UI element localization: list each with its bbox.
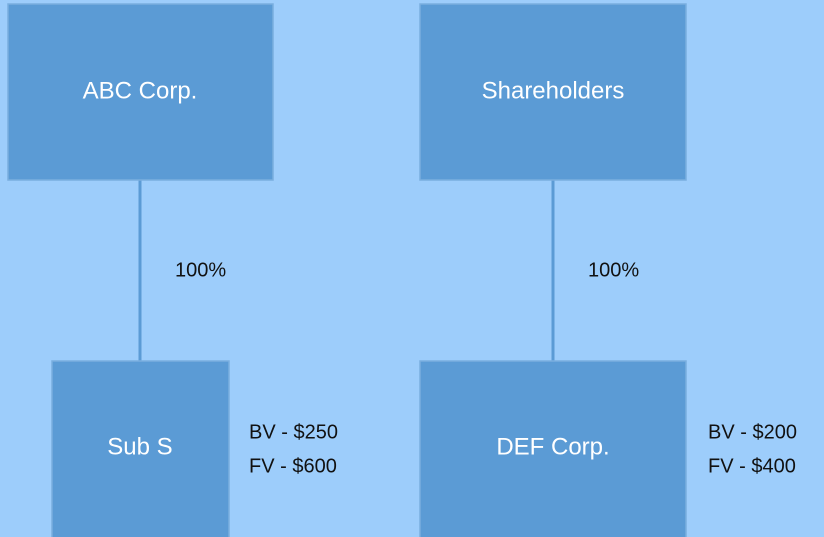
node-label: ABC Corp. [83,77,198,104]
node-box [51,360,230,537]
node-box [7,3,274,181]
node-label: Sub S [107,433,172,460]
node-label: Shareholders [482,77,625,104]
node-note: BV - $200 [708,421,797,443]
node-box [419,360,687,537]
node-note: FV - $600 [249,455,337,477]
edge-label: 100% [175,259,226,281]
node-label: DEF Corp. [496,433,609,460]
node-note: BV - $250 [249,421,338,443]
node-note: FV - $400 [708,455,796,477]
edge-label: 100% [588,259,639,281]
node-box [419,3,687,181]
